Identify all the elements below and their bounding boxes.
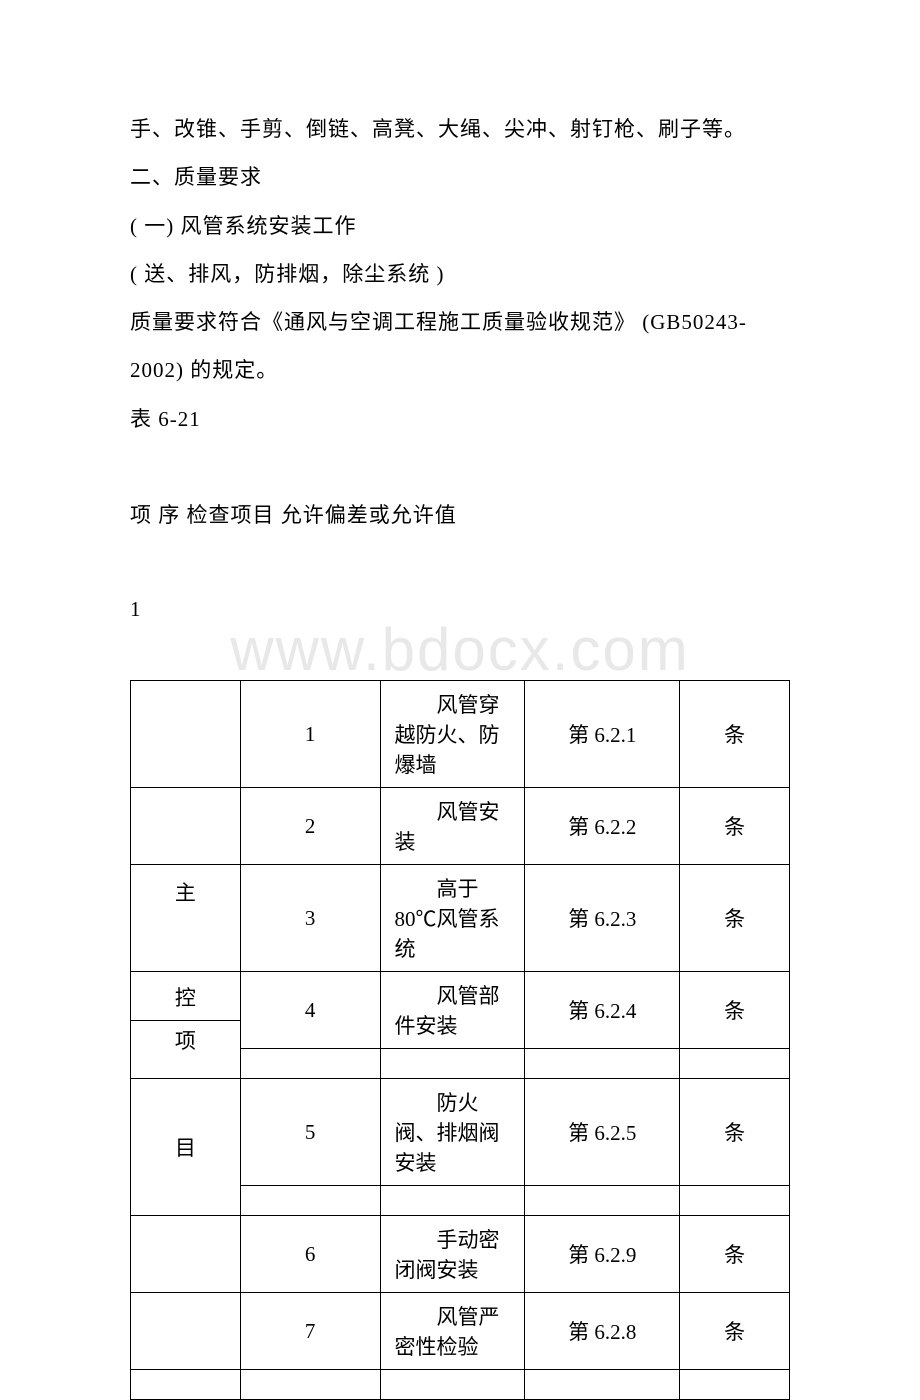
table-cell	[240, 1049, 380, 1079]
table-cell: 第 6.2.5	[525, 1079, 680, 1186]
table-cell	[680, 1186, 790, 1216]
paragraph-line: ( 一) 风管系统安装工作	[130, 202, 790, 250]
table-cell: 第 6.2.3	[525, 865, 680, 972]
table-cell: 控	[131, 972, 241, 1021]
paragraph-line: 表 6-21	[130, 395, 790, 443]
table-row: 7 风管严密性检验 第 6.2.8 条	[131, 1293, 790, 1370]
table-cell: 条	[680, 681, 790, 788]
table-cell: 5	[240, 1079, 380, 1186]
paragraph-line: 手、改锥、手剪、倒链、高凳、大绳、尖冲、射钉枪、刷子等。	[130, 105, 790, 153]
table-row	[131, 1370, 790, 1400]
paragraph-line: ( 送、排风，防排烟，除尘系统 )	[130, 250, 790, 298]
table-cell: 3	[240, 865, 380, 972]
table-cell	[525, 1049, 680, 1079]
table-cell: 风管严密性检验	[380, 1293, 525, 1370]
table-cell: 6	[240, 1216, 380, 1293]
paragraph-line: 质量要求符合《通风与空调工程施工质量验收规范》 (GB50243-2002) 的…	[130, 298, 790, 395]
table-cell: 条	[680, 788, 790, 865]
table-cell: 第 6.2.2	[525, 788, 680, 865]
table-cell: 4	[240, 972, 380, 1049]
table-cell: 7	[240, 1293, 380, 1370]
table-cell: 条	[680, 1079, 790, 1186]
table-row: 目 5 防火阀、排烟阀安装 第 6.2.5 条	[131, 1079, 790, 1186]
table-cell: 2	[240, 788, 380, 865]
table-cell: 项	[131, 1021, 241, 1079]
table-cell	[525, 1370, 680, 1400]
table-cell: 主	[131, 865, 241, 972]
table-row: 控 4 风管部件安装 第 6.2.4 条	[131, 972, 790, 1021]
table-cell	[240, 1370, 380, 1400]
table-cell: 风管部件安装	[380, 972, 525, 1049]
document-content: 手、改锥、手剪、倒链、高凳、大绳、尖冲、射钉枪、刷子等。 二、质量要求 ( 一)…	[0, 0, 920, 1400]
table-cell: 第 6.2.1	[525, 681, 680, 788]
table-cell: 第 6.2.9	[525, 1216, 680, 1293]
table-cell: 风管穿越防火、防爆墙	[380, 681, 525, 788]
table-cell: 手动密闭阀安装	[380, 1216, 525, 1293]
table-row: 主 3 高于80℃风管系统 第 6.2.3 条	[131, 865, 790, 972]
table-cell	[525, 1186, 680, 1216]
table-cell: 条	[680, 972, 790, 1049]
table-cell: 风管安装	[380, 788, 525, 865]
table-cell: 第 6.2.4	[525, 972, 680, 1049]
table-cell	[131, 1370, 241, 1400]
table-cell	[380, 1370, 525, 1400]
table-cell: 条	[680, 865, 790, 972]
table-cell	[380, 1186, 525, 1216]
table-row: 2 风管安装 第 6.2.2 条	[131, 788, 790, 865]
table-cell: 第 6.2.8	[525, 1293, 680, 1370]
table-cell	[680, 1049, 790, 1079]
table-cell	[131, 1216, 241, 1293]
table-cell: 条	[680, 1216, 790, 1293]
table-cell	[131, 681, 241, 788]
table-cell	[131, 1293, 241, 1370]
table-cell	[131, 788, 241, 865]
table-row: 6 手动密闭阀安装 第 6.2.9 条	[131, 1216, 790, 1293]
table-cell: 条	[680, 1293, 790, 1370]
table-cell: 1	[240, 681, 380, 788]
paragraph-line: 二、质量要求	[130, 153, 790, 201]
page-number: 1	[130, 597, 790, 622]
table-cell	[240, 1186, 380, 1216]
table-cell: 高于80℃风管系统	[380, 865, 525, 972]
table-cell: 目	[131, 1079, 241, 1216]
table-cell	[680, 1370, 790, 1400]
inspection-table: 1 风管穿越防火、防爆墙 第 6.2.1 条 2 风管安装 第 6.2.2 条 …	[130, 680, 790, 1400]
table-row: 1 风管穿越防火、防爆墙 第 6.2.1 条	[131, 681, 790, 788]
table-header-line: 项 序 检查项目 允许偏差或允许值	[130, 491, 790, 539]
table-cell	[380, 1049, 525, 1079]
table-cell: 防火阀、排烟阀安装	[380, 1079, 525, 1186]
